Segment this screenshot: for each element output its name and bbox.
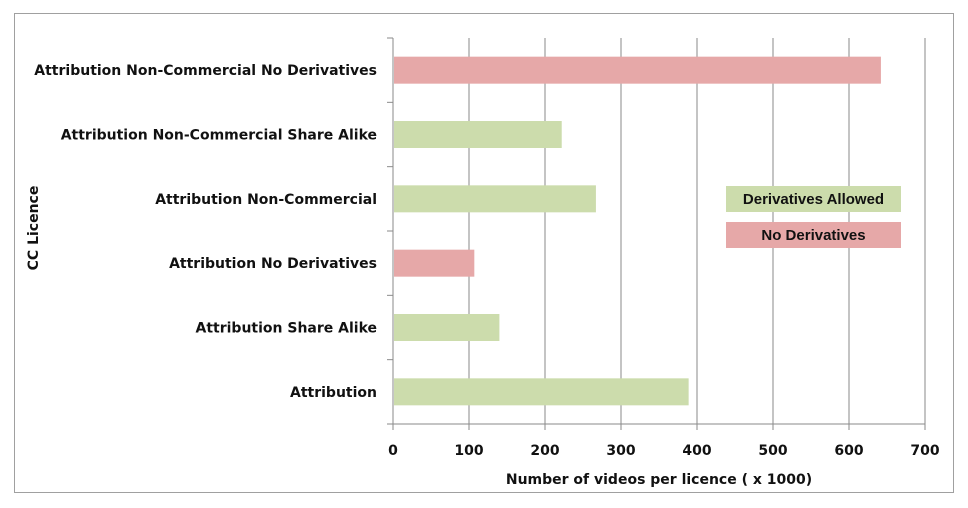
category-label: Attribution Non-Commercial (155, 192, 377, 208)
category-label: Attribution No Derivatives (169, 256, 377, 272)
category-label: Attribution Non-Commercial Share Alike (61, 128, 377, 144)
x-tick-label: 600 (834, 443, 863, 459)
category-label: Attribution Share Alike (196, 321, 378, 337)
category-labels: Attribution Non-Commercial No Derivative… (34, 63, 377, 401)
legend: Derivatives Allowed No Derivatives (726, 186, 901, 248)
x-tick-label: 0 (388, 443, 398, 459)
x-tick-label: 200 (530, 443, 559, 459)
category-label: Attribution Non-Commercial No Derivative… (34, 63, 377, 79)
legend-label: Derivatives Allowed (743, 191, 884, 208)
x-tick-labels: 0 100 200 300 400 500 600 700 (388, 443, 940, 459)
bar (394, 121, 562, 148)
legend-swatch (726, 222, 901, 248)
x-tick-label: 400 (682, 443, 711, 459)
x-tick-label: 300 (606, 443, 635, 459)
category-label: Attribution (290, 385, 377, 401)
bar (394, 314, 500, 341)
x-axis-title: Number of videos per licence ( x 1000) (506, 472, 812, 488)
chart-frame (14, 13, 954, 493)
x-tick-label: 700 (910, 443, 939, 459)
gridlines (387, 37, 926, 430)
y-axis-title: CC Licence (26, 186, 42, 271)
x-tick-label: 500 (758, 443, 787, 459)
bar (394, 56, 881, 84)
bar (394, 249, 475, 277)
bar (394, 185, 596, 213)
legend-label: No Derivatives (761, 227, 865, 244)
x-tick-label: 100 (454, 443, 483, 459)
legend-swatch (726, 186, 901, 212)
bars (394, 56, 881, 406)
bar (394, 378, 689, 406)
